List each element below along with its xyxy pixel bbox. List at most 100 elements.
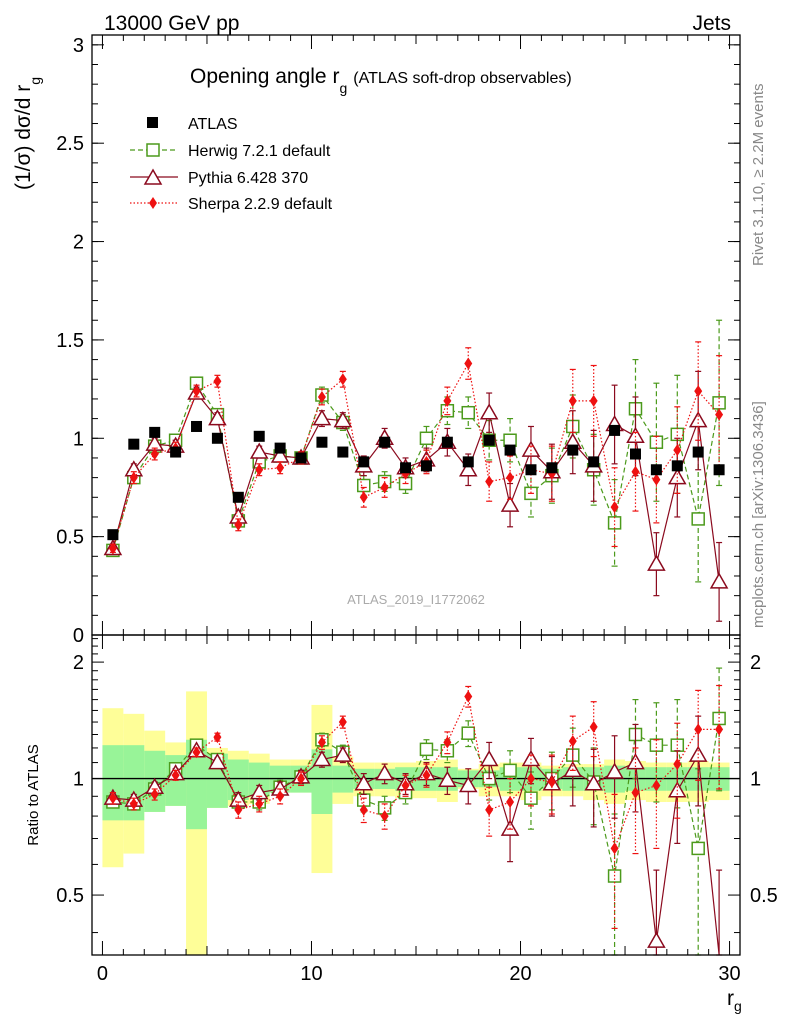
ratio-y-tick-label: 2 (73, 652, 84, 674)
sherpa-marker (631, 465, 640, 478)
sherpa-marker (401, 779, 410, 792)
sherpa-marker (694, 385, 703, 398)
main-y-tick-label: 3 (73, 35, 84, 57)
sherpa-marker (610, 501, 619, 514)
main-y-tick-label: 0.5 (56, 527, 84, 549)
atlas-marker (149, 426, 161, 438)
sherpa-marker (108, 542, 117, 555)
pythia-marker (500, 495, 520, 512)
atlas-marker (692, 446, 704, 458)
pythia-marker (584, 774, 603, 791)
sherpa-marker (464, 690, 473, 703)
sherpa-marker (610, 842, 619, 855)
herwig-marker (419, 742, 434, 757)
herwig-marker (607, 516, 622, 530)
legend-marker-herwig (146, 143, 160, 157)
atlas-marker (170, 446, 182, 458)
sherpa-marker (317, 736, 326, 749)
sherpa-marker (380, 481, 389, 494)
pythia-marker (626, 753, 645, 770)
main-y-tick-label: 1 (73, 428, 84, 450)
x-tick-label: 20 (509, 963, 531, 985)
pythia-marker (626, 426, 645, 444)
x-tick-label: 0 (97, 963, 108, 985)
ratio-band-inner (186, 739, 207, 830)
sherpa-marker (129, 471, 138, 484)
sherpa-marker (652, 779, 661, 792)
sherpa-marker (234, 803, 243, 816)
herwig-marker (691, 512, 705, 526)
atlas-marker (650, 464, 662, 476)
ratio-y-tick-label: 1 (73, 769, 84, 791)
pythia-marker (667, 468, 687, 485)
sherpa-marker (317, 390, 326, 403)
sherpa-marker (443, 736, 452, 749)
pythia-marker (709, 572, 729, 589)
sherpa-marker (568, 735, 577, 748)
atlas-marker (567, 444, 579, 456)
pythia-marker (647, 931, 666, 948)
herwig-marker (461, 405, 476, 420)
sherpa-marker (673, 758, 682, 771)
atlas-marker (191, 420, 203, 432)
herwig-marker (503, 433, 517, 447)
rivet-label: Rivet 3.1.10, ≥ 2.2M events (750, 84, 767, 267)
ratio-y-tick-label: 0.5 (56, 885, 84, 907)
atlas-marker (588, 456, 600, 468)
sherpa-marker (631, 786, 640, 799)
sherpa-marker (673, 444, 682, 457)
atlas-marker (274, 442, 286, 454)
legend: ATLAS Herwig 7.2.1 default Pythia 6.428 … (130, 116, 333, 213)
ratio-band-inner (102, 745, 124, 821)
ratio-y-tick-label-right: 0.5 (750, 885, 778, 907)
pythia-marker (647, 554, 666, 571)
sherpa-marker (150, 448, 159, 461)
atlas-marker (609, 424, 621, 436)
pythia-marker (208, 409, 227, 426)
x-axis-label: rg (727, 987, 742, 1014)
sherpa-marker (715, 723, 724, 736)
atlas-marker (462, 456, 474, 468)
sherpa-marker (255, 797, 264, 810)
atlas-marker (525, 464, 537, 476)
herwig-marker (356, 478, 371, 493)
sherpa-marker (715, 408, 724, 421)
legend-label-pythia: Pythia 6.428 370 (188, 170, 308, 187)
sherpa-marker (485, 803, 494, 816)
atlas-marker (546, 462, 558, 474)
atlas-marker (400, 462, 412, 474)
header-left: 13000 GeV pp (104, 12, 239, 35)
sherpa-marker (506, 471, 515, 484)
sherpa-marker (589, 720, 598, 733)
ratio-y-tick-label-right: 2 (750, 652, 761, 674)
legend-marker-sherpa (149, 197, 157, 209)
atlas-marker (232, 491, 244, 503)
legend-marker-atlas (147, 117, 158, 128)
pythia-marker (249, 442, 269, 459)
sherpa-marker (464, 357, 473, 370)
atlas-marker (483, 434, 495, 446)
sherpa-marker (547, 775, 556, 788)
atlas-marker (671, 460, 683, 472)
atlas-marker (316, 436, 328, 448)
main-y-tick-label: 1.5 (56, 330, 84, 352)
atlas-marker (337, 446, 349, 458)
atlas-marker (295, 452, 307, 464)
sherpa-marker (485, 475, 494, 488)
main-y-tick-label: 2 (73, 232, 84, 254)
ratio-y-tick-label-right: 1 (750, 769, 761, 791)
atlas-marker (128, 438, 140, 450)
pythia-marker (312, 409, 332, 426)
pythia-marker (479, 750, 499, 767)
herwig-marker (419, 431, 434, 446)
sherpa-marker (652, 473, 661, 486)
pythia-marker (375, 764, 394, 781)
atlas-marker (629, 448, 641, 460)
ratio-2-line (112, 694, 720, 851)
sherpa-marker (192, 385, 201, 398)
mcplots-label: mcplots.cern.ch [arXiv:1306.3436] (750, 401, 767, 628)
sherpa-marker (526, 772, 535, 785)
pythia-marker (521, 440, 541, 457)
herwig-marker (461, 726, 476, 740)
atlas-marker (420, 460, 432, 472)
